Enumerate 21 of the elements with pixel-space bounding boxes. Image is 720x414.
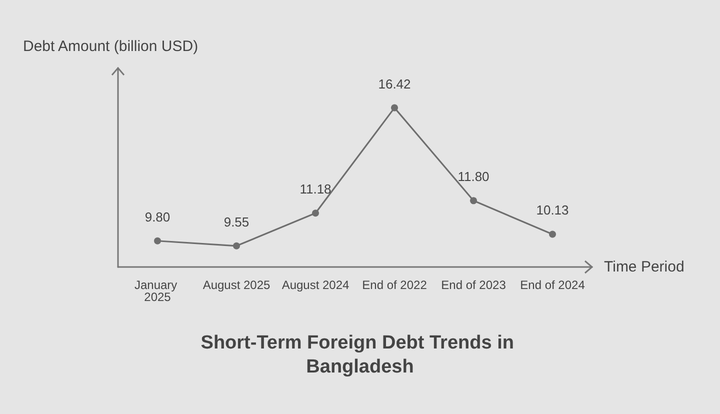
x-tick-label: August 2024 — [282, 278, 350, 292]
x-tick-label: End of 2024 — [520, 278, 586, 292]
data-label: 16.42 — [378, 76, 411, 92]
point — [154, 237, 161, 244]
point — [391, 104, 398, 112]
text: Short-Term Foreign Debt Trends in Bangladesh — [200, 332, 520, 378]
y-axis-title: Debt Amount (billion USD) — [23, 38, 198, 55]
data-label: 9.55 — [224, 214, 250, 230]
point — [233, 242, 240, 250]
data-label: 9.80 — [144, 209, 170, 224]
data-label: 10.13 — [536, 202, 569, 218]
x-axis-title: Time Period — [604, 258, 684, 276]
x-tick-label: End of 2022 — [362, 278, 428, 292]
x-tick-label: January 2025 — [134, 278, 181, 304]
data-label: 11.18 — [300, 182, 332, 197]
data-label: 11.80 — [458, 169, 490, 184]
x-tick-label: End of 2023 — [441, 278, 506, 292]
point — [312, 210, 319, 217]
x-tick-label: August 2025 — [202, 278, 271, 292]
point — [549, 230, 556, 238]
point — [470, 197, 477, 204]
